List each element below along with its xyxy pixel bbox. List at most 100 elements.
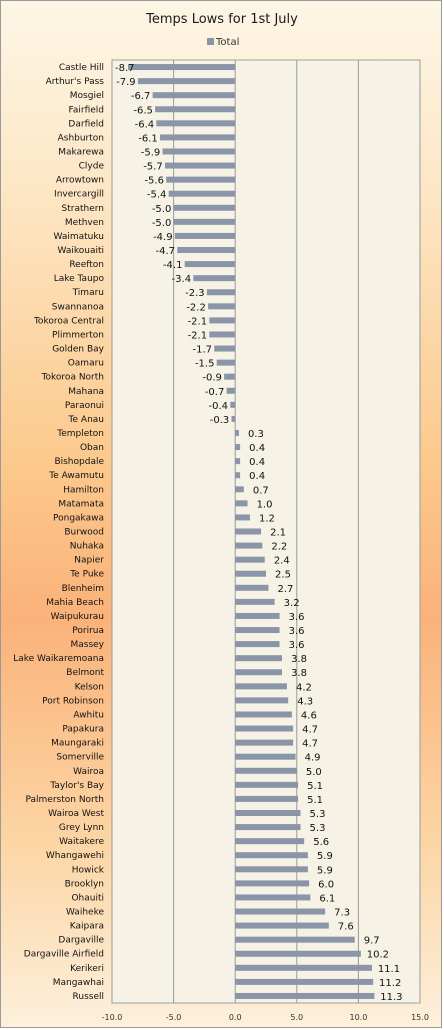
bar — [174, 232, 236, 239]
data-label: -0.4 — [209, 401, 229, 412]
x-tick-label: -10.0 — [102, 1013, 123, 1022]
bar — [235, 444, 241, 451]
bar — [235, 598, 275, 605]
value-axis-labels: -10.0 -5.0 0.0 5.0 10.0 15.0 — [102, 1013, 429, 1022]
category-label: Kaipara — [70, 922, 104, 932]
bar — [128, 64, 236, 71]
category-label: Waimatuku — [54, 232, 105, 242]
data-label: 0.7 — [253, 485, 269, 496]
category-label: Tokoroa North — [41, 373, 104, 383]
data-label: 0.4 — [249, 457, 265, 468]
category-label: Maungaraki — [51, 739, 104, 749]
data-label: -3.4 — [172, 274, 192, 285]
data-label: -6.1 — [138, 133, 158, 144]
bar — [235, 556, 265, 563]
data-label: -5.9 — [141, 147, 161, 158]
category-label: Hamilton — [63, 485, 104, 495]
bar — [177, 247, 236, 254]
x-tick-label: 10.0 — [349, 1013, 367, 1022]
data-label: 4.7 — [302, 725, 318, 736]
category-label: Golden Bay — [52, 345, 104, 355]
category-label: Fairfield — [69, 105, 105, 115]
bar — [235, 894, 311, 901]
category-label: Ashburton — [58, 133, 104, 143]
data-label: -0.7 — [205, 387, 225, 398]
bar — [235, 514, 250, 521]
bar — [235, 753, 296, 760]
category-label: Howick — [72, 865, 105, 875]
data-label: 4.2 — [296, 682, 312, 693]
data-label: 1.2 — [259, 513, 275, 524]
category-label: Taylor's Bay — [49, 781, 104, 791]
bar — [235, 838, 305, 845]
data-label: -5.4 — [147, 190, 167, 201]
bar — [235, 584, 269, 591]
data-label: 3.2 — [284, 598, 300, 609]
category-label: Waikouaiti — [58, 246, 105, 256]
data-label: 1.0 — [257, 499, 273, 510]
data-label: 3.8 — [291, 654, 307, 665]
data-label: -6.7 — [131, 91, 151, 102]
bar — [235, 472, 241, 479]
data-label: 2.1 — [270, 528, 286, 539]
bar — [235, 824, 301, 831]
data-label: -0.9 — [202, 373, 222, 384]
category-label: Oban — [80, 443, 104, 453]
bar — [206, 289, 236, 296]
bar — [235, 711, 292, 718]
bars — [128, 64, 375, 999]
category-label: Massey — [70, 640, 104, 650]
category-label: Arthur's Pass — [46, 77, 105, 87]
category-label: Mahana — [68, 387, 104, 397]
category-label: Timaru — [72, 288, 104, 298]
bar — [235, 542, 263, 549]
category-label: Somerville — [56, 753, 104, 763]
data-label: 11.2 — [379, 978, 401, 989]
data-label: -0.3 — [210, 415, 230, 426]
category-label: Pongakawa — [53, 513, 104, 523]
data-label: -7.9 — [116, 77, 136, 88]
category-label: Lake Waikaremoana — [13, 654, 104, 664]
data-label: 2.5 — [275, 570, 291, 581]
bar — [235, 922, 329, 929]
category-label: Waiheke — [66, 908, 104, 918]
category-label: Mahia Beach — [46, 598, 104, 608]
bar — [226, 387, 236, 394]
bar — [152, 92, 236, 99]
data-label: 4.3 — [297, 696, 313, 707]
bar — [193, 275, 236, 282]
bar — [235, 500, 248, 507]
category-label: Napier — [74, 556, 104, 566]
category-label: Swannanoa — [52, 302, 104, 312]
category-label: Belmont — [66, 668, 104, 678]
category-label: Reefton — [69, 260, 104, 270]
category-label: Plimmerton — [52, 330, 104, 340]
bar — [156, 120, 236, 127]
category-label: Te Puke — [69, 570, 104, 580]
legend-label: Total — [215, 37, 239, 48]
category-label: Wairoa — [73, 767, 104, 777]
category-label: Te Awamutu — [48, 471, 104, 481]
x-tick-label: 15.0 — [411, 1013, 429, 1022]
data-label: 4.7 — [302, 739, 318, 750]
bar — [235, 908, 326, 915]
gridlines — [111, 60, 421, 1003]
x-tick-label: 0.0 — [229, 1013, 242, 1022]
data-label: 2.2 — [271, 542, 287, 553]
bar — [235, 725, 294, 732]
bar — [235, 880, 310, 887]
bar — [224, 373, 236, 380]
category-label: Kelson — [75, 682, 104, 692]
bar — [235, 486, 244, 493]
data-label: 5.3 — [310, 809, 326, 820]
bar — [235, 809, 301, 816]
category-label: Dargaville — [58, 936, 104, 946]
category-label: Wairoa West — [48, 809, 104, 819]
bar — [231, 415, 236, 422]
category-label: Invercargill — [54, 190, 104, 200]
plot-area — [111, 59, 421, 1004]
category-label: Oamaru — [68, 359, 104, 369]
bar — [214, 345, 236, 352]
data-label: 3.6 — [289, 626, 305, 637]
data-label: 3.8 — [291, 668, 307, 679]
